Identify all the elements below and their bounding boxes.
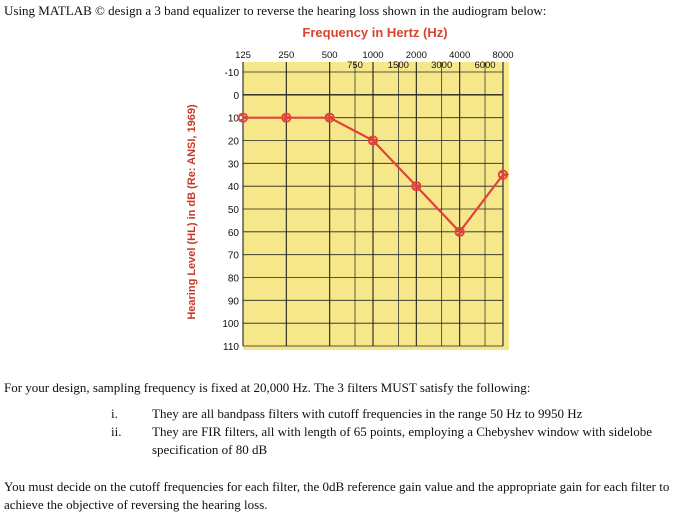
audiogram-svg: Frequency in Hertz (Hz) Hearing Level (H… (186, 25, 514, 353)
data-point-arrow (238, 113, 250, 122)
x-tick-label-top: 1000 (362, 50, 383, 61)
item-1-text: They are all bandpass filters with cutof… (152, 406, 583, 421)
item-2-number: ii. (111, 424, 122, 439)
series-line (243, 116, 504, 233)
x-tick-label-top: 8000 (492, 50, 513, 61)
question-intro: Using MATLAB © design a 3 band equalizer… (4, 3, 547, 18)
series-layer (237, 112, 510, 237)
data-point-arrow (498, 171, 510, 179)
y-tick-label: 90 (228, 296, 240, 307)
y-tick-label: 20 (228, 137, 240, 148)
y-tick-label: 70 (228, 251, 240, 262)
x-tick-label-top: 125 (235, 50, 251, 61)
item-1-number: i. (111, 406, 118, 421)
x-tick-label-top: 2000 (406, 50, 427, 61)
data-point-arrow (282, 113, 293, 122)
audiogram-chart: Frequency in Hertz (Hz) Hearing Level (H… (180, 22, 530, 354)
x-tick-label-top: 500 (322, 50, 338, 61)
y-tick-label: 40 (228, 182, 240, 193)
y-tick-label: 0 (233, 91, 239, 102)
y-tick-label: 10 (228, 114, 240, 125)
chart-ylabel: Hearing Level (HL) in dB (Re: ANSI, 1969… (186, 104, 198, 320)
y-tick-label: -10 (225, 68, 240, 79)
x-tick-label-bottom: 750 (347, 60, 363, 71)
data-point-arrow (455, 228, 466, 236)
y-tick-label: 50 (228, 205, 240, 216)
chart-title: Frequency in Hertz (Hz) (302, 25, 447, 40)
sampling-text: For your design, sampling frequency is f… (4, 380, 531, 395)
x-tick-label-bottom: 1500 (388, 60, 409, 71)
plot-area (243, 62, 509, 350)
x-tick-label-bottom: 3000 (431, 60, 452, 71)
item-2-text: They are FIR filters, all with length of… (152, 424, 653, 457)
y-tick-label: 30 (228, 159, 240, 170)
x-tick-label-top: 250 (278, 50, 294, 61)
data-point-arrow (368, 136, 380, 145)
y-tick-label: 80 (228, 274, 240, 285)
tick-labels: -10 0 10 20 30 40 50 60 70 80 90 100 110 125 250 500 100… (222, 50, 513, 353)
data-point-arrow (412, 182, 423, 190)
y-tick-label: 100 (222, 319, 239, 330)
data-point-arrow (325, 113, 336, 122)
y-tick-label: 60 (228, 228, 240, 239)
x-tick-label-top: 4000 (449, 50, 470, 61)
closing-paragraph: You must decide on the cutoff frequencie… (4, 479, 670, 512)
grid (242, 62, 504, 347)
y-tick-label: 110 (223, 342, 239, 353)
x-tick-label-bottom: 6000 (474, 60, 495, 71)
